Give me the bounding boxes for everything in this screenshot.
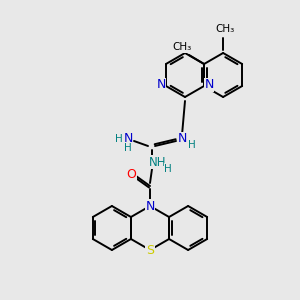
Text: N: N xyxy=(145,200,155,212)
Text: H: H xyxy=(188,140,196,150)
Text: S: S xyxy=(146,244,154,256)
Text: CH₃: CH₃ xyxy=(172,42,192,52)
Text: N: N xyxy=(204,79,214,92)
Text: H: H xyxy=(164,164,172,174)
Text: N: N xyxy=(156,79,166,92)
Text: N: N xyxy=(177,133,187,146)
Text: NH: NH xyxy=(149,155,167,169)
Text: CH₃: CH₃ xyxy=(215,24,235,34)
Text: O: O xyxy=(126,167,136,181)
Text: H: H xyxy=(115,134,123,144)
Text: N: N xyxy=(123,133,133,146)
Text: H: H xyxy=(124,143,132,153)
